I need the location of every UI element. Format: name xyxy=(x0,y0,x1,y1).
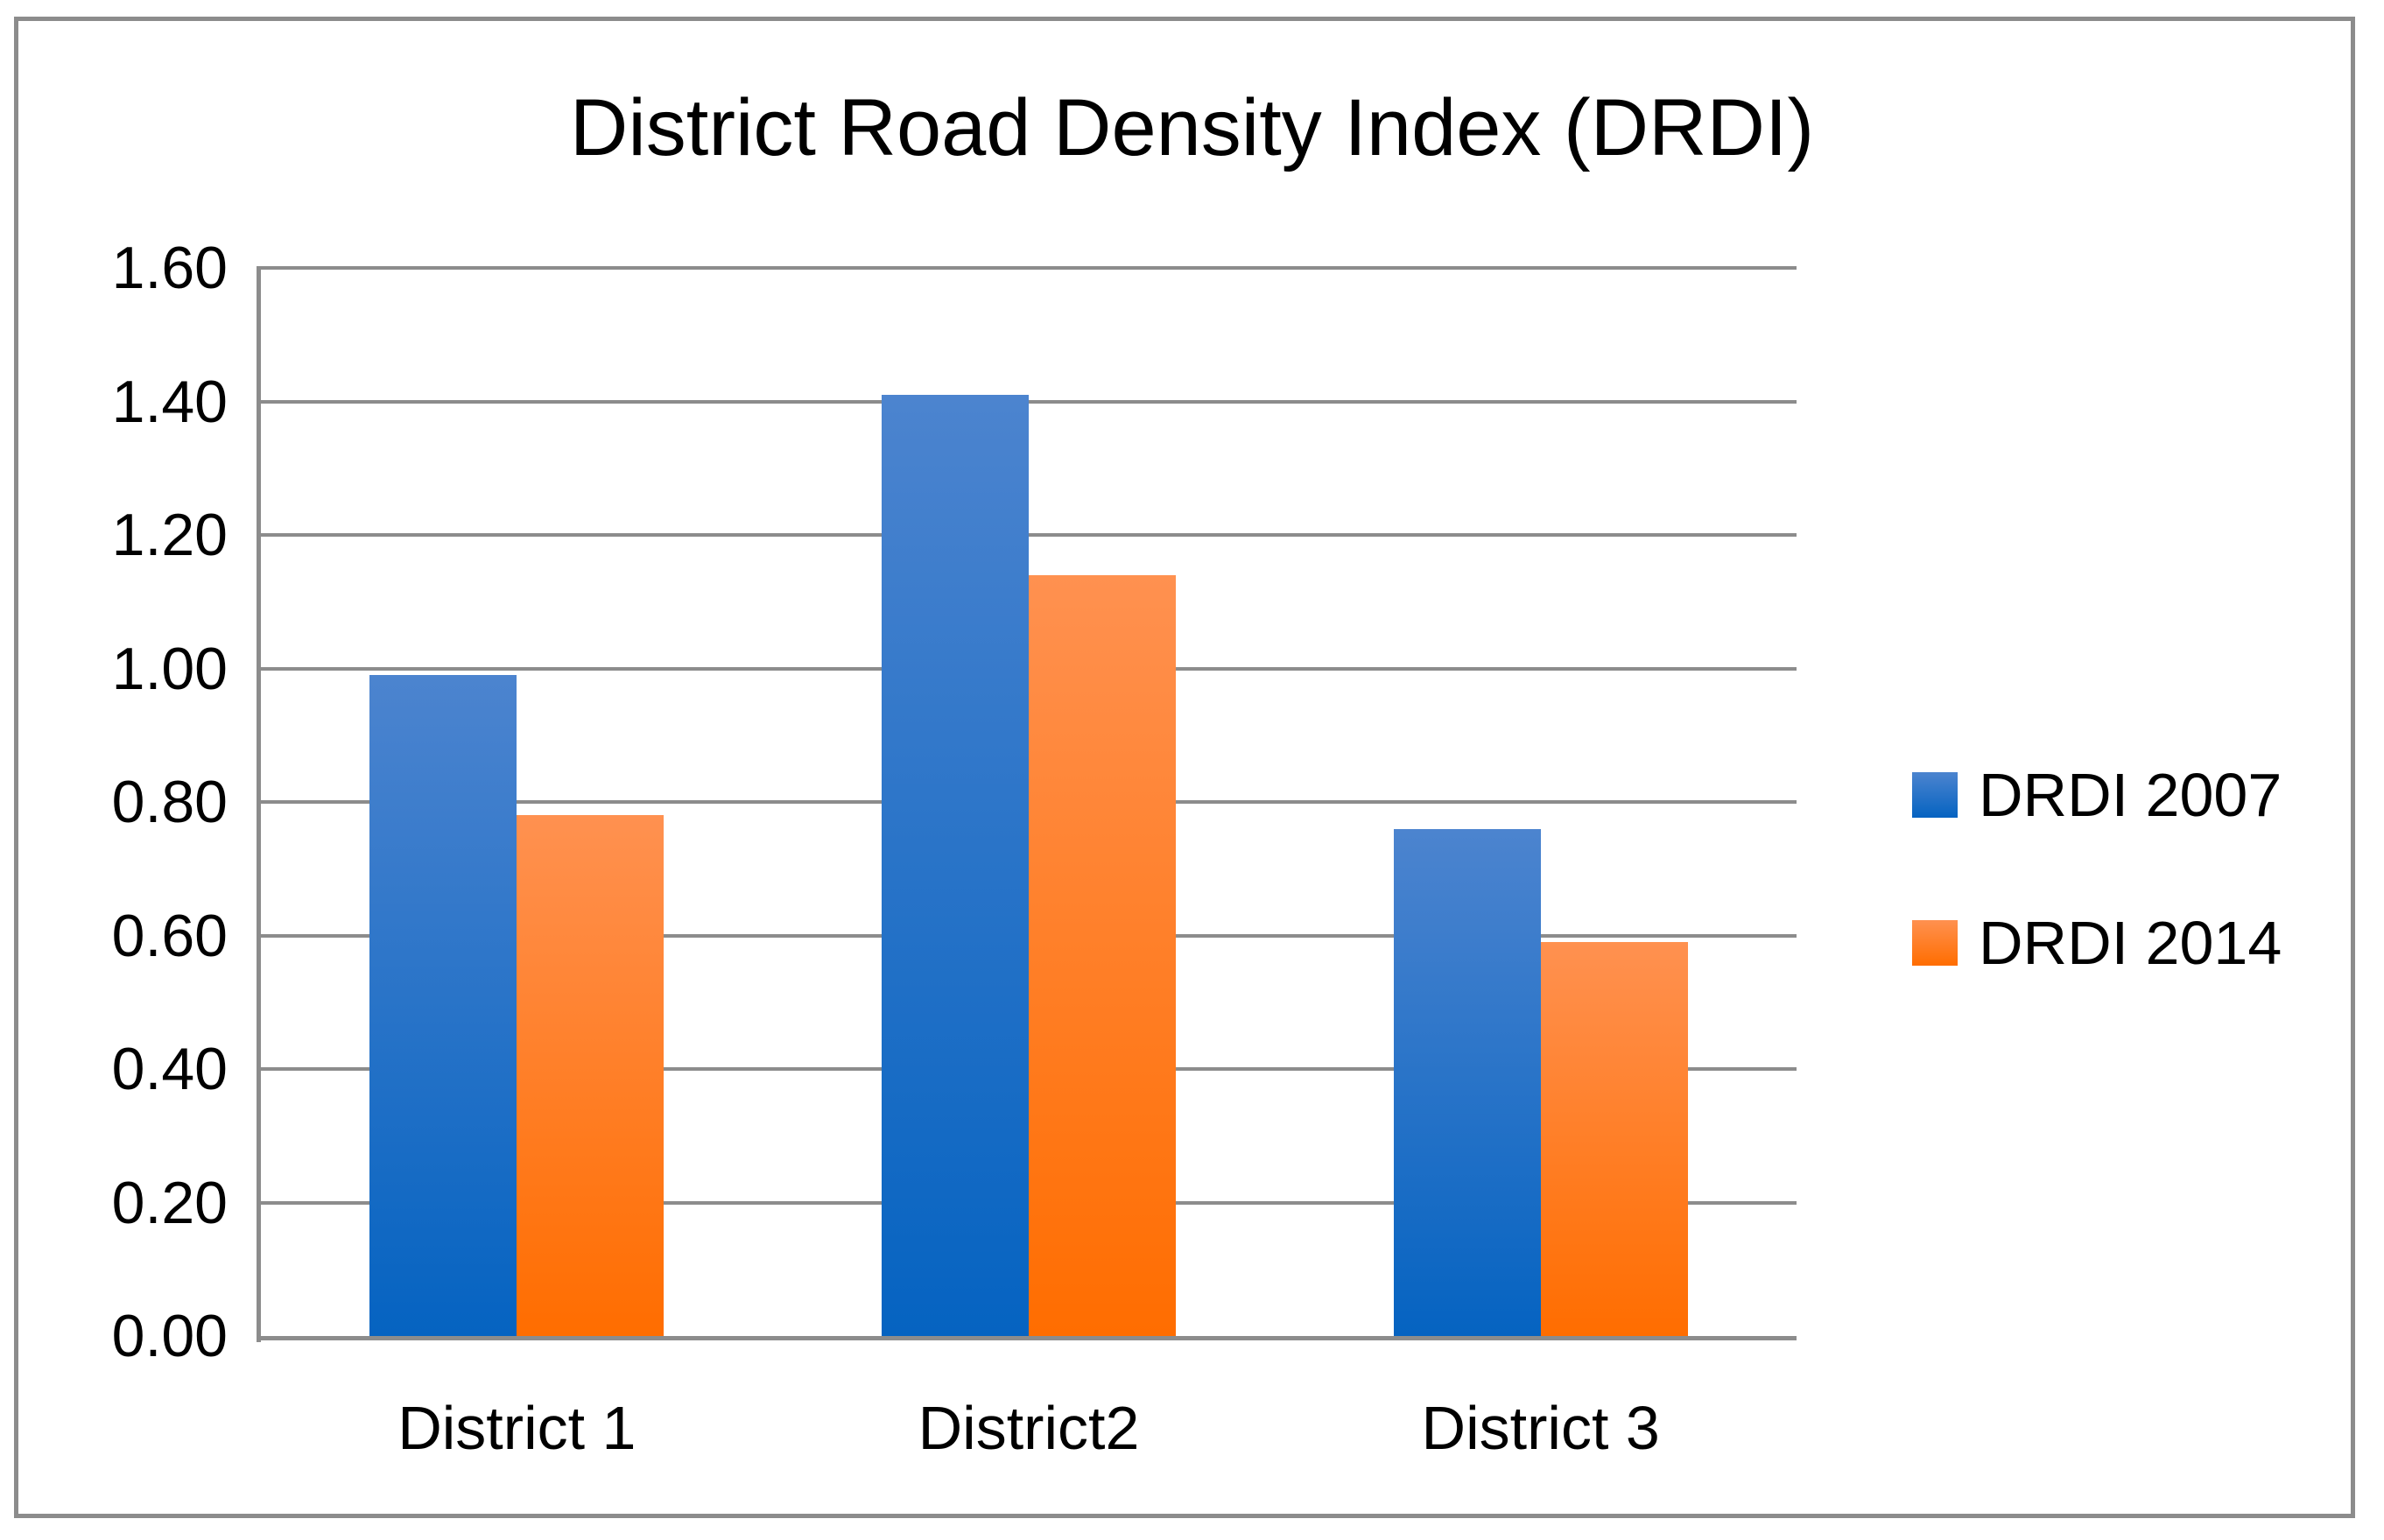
y-axis-tick-label: 0.40 xyxy=(111,1036,228,1102)
legend-item-drdi-2007: DRDI 2007 xyxy=(1912,764,2282,826)
y-axis-tick-label: 0.60 xyxy=(111,902,228,969)
y-axis-tick-label: 0.20 xyxy=(111,1169,228,1236)
gridline xyxy=(261,533,1797,537)
x-category-label: District 3 xyxy=(1421,1394,1660,1462)
chart-title: District Road Density Index (DRDI) xyxy=(569,83,1815,172)
bar-drdi-2007-district-1 xyxy=(369,675,517,1336)
bar-drdi-2007-district-3 xyxy=(1393,828,1541,1336)
bar-drdi-2014-district2 xyxy=(1029,574,1176,1336)
y-axis-tick-label: 1.60 xyxy=(111,235,228,301)
y-axis-tick-label: 1.20 xyxy=(111,502,228,568)
bar-drdi-2014-district-1 xyxy=(517,815,665,1336)
legend-swatch-icon xyxy=(1912,920,1958,966)
y-axis-tick-label: 0.80 xyxy=(111,769,228,835)
x-category-label: District2 xyxy=(918,1394,1140,1462)
gridline xyxy=(261,266,1797,270)
y-axis-tick-label: 1.00 xyxy=(111,635,228,702)
bar-drdi-2007-district2 xyxy=(882,394,1029,1336)
bar-drdi-2014-district-3 xyxy=(1540,942,1688,1336)
y-axis-tick-label: 1.40 xyxy=(111,368,228,435)
legend-swatch-icon xyxy=(1912,772,1958,818)
gridline xyxy=(261,399,1797,404)
legend-label: DRDI 2014 xyxy=(1979,909,2282,977)
y-axis-tick-label: 0.00 xyxy=(111,1303,228,1369)
x-category-label: District 1 xyxy=(397,1394,636,1462)
legend-label: DRDI 2007 xyxy=(1979,761,2282,829)
legend-item-drdi-2014: DRDI 2014 xyxy=(1912,912,2282,974)
x-axis-line xyxy=(257,1336,1797,1340)
y-axis-line xyxy=(257,266,261,1342)
